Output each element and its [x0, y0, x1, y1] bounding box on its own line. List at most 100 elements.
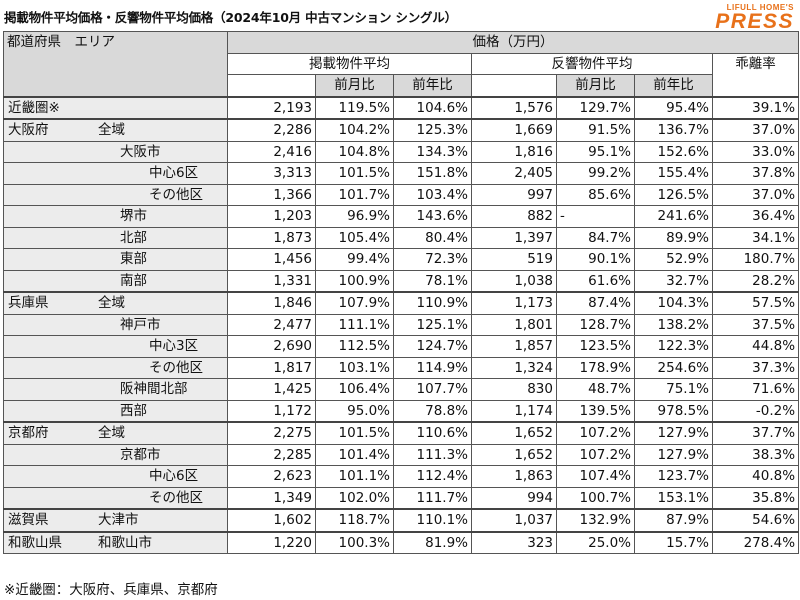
cell-l-mom: 101.4% [315, 443, 394, 466]
area-label: その他区 [149, 186, 203, 203]
cell-r-yoy: 127.9% [634, 421, 713, 445]
table-row: その他区 1,366 101.7% 103.4% 997 85.6% 126.5% 37.0% [3, 183, 800, 206]
cell-l-price: 1,220 [227, 530, 316, 554]
cell-l-mom: 100.9% [315, 269, 394, 293]
region-cell: 中心6区 [3, 162, 228, 185]
cell-gap: 37.0% [711, 183, 800, 206]
cell-r-mom: 99.2% [556, 162, 635, 185]
table-row: 和歌山県 和歌山市 1,220 100.3% 81.9% 323 25.0% 15.7% 278… [3, 530, 800, 554]
cell-gap: 38.3% [711, 443, 800, 466]
cell-l-yoy: 124.7% [393, 335, 472, 358]
cell-l-mom: 99.4% [315, 248, 394, 271]
cell-l-price: 2,286 [227, 118, 316, 142]
cell-r-price: 882 [471, 205, 557, 228]
cell-r-mom: 178.9% [556, 356, 635, 379]
cell-l-price: 2,623 [227, 465, 316, 488]
cell-r-yoy: 52.9% [634, 248, 713, 271]
prefecture-label: 滋賀県 [8, 512, 49, 528]
cell-r-yoy: 123.7% [634, 465, 713, 488]
cell-l-yoy: 111.7% [393, 486, 472, 510]
cell-r-yoy: 241.6% [634, 205, 713, 228]
area-label: 堺市 [120, 208, 147, 224]
cell-gap: 44.8% [711, 335, 800, 358]
area-label: 阪神間北部 [120, 381, 188, 397]
region-cell: 近畿圏※ [3, 95, 228, 120]
region-cell: 滋賀県 大津市 [3, 508, 228, 532]
cell-r-price: 1,652 [471, 421, 557, 445]
cell-r-yoy: 122.3% [634, 335, 713, 358]
cell-r-price: 1,863 [471, 465, 557, 488]
cell-l-yoy: 103.4% [393, 183, 472, 206]
cell-l-price: 1,425 [227, 378, 316, 401]
cell-r-mom: 100.7% [556, 486, 635, 510]
cell-gap: 37.5% [711, 313, 800, 336]
cell-r-mom: 84.7% [556, 226, 635, 249]
region-cell: 北部 [3, 226, 228, 249]
cell-l-price: 2,275 [227, 421, 316, 445]
cell-r-yoy: 138.2% [634, 313, 713, 336]
area-label: その他区 [149, 489, 203, 506]
header-response-yoy: 前年比 [634, 74, 713, 97]
cell-l-mom: 118.7% [315, 508, 394, 532]
cell-r-yoy: 254.6% [634, 356, 713, 379]
prefecture-label: 近畿圏※ [8, 99, 60, 116]
cell-l-yoy: 80.4% [393, 226, 472, 249]
cell-l-mom: 104.8% [315, 140, 394, 163]
cell-l-price: 1,349 [227, 486, 316, 510]
area-label: 中心6区 [149, 468, 199, 484]
area-label: 大阪市 [120, 143, 161, 160]
cell-l-price: 1,817 [227, 356, 316, 379]
cell-l-mom: 100.3% [315, 530, 394, 554]
cell-l-mom: 107.9% [315, 291, 394, 315]
region-cell: その他区 [3, 183, 228, 206]
region-cell: 神戸市 [3, 313, 228, 336]
cell-r-price: 997 [471, 183, 557, 206]
cell-r-yoy: 87.9% [634, 508, 713, 532]
cell-l-price: 2,193 [227, 95, 316, 120]
cell-l-mom: 105.4% [315, 226, 394, 249]
cell-r-yoy: 89.9% [634, 226, 713, 249]
table-row: 兵庫県 全域 1,846 107.9% 110.9% 1,173 87.4% 104.3% 57… [3, 291, 800, 315]
cell-l-yoy: 111.3% [393, 443, 472, 466]
cell-gap: 37.8% [711, 162, 800, 185]
table-row: 堺市 1,203 96.9% 143.6% 882-241.6% 36.4% [3, 205, 800, 228]
cell-l-price: 1,203 [227, 205, 316, 228]
cell-l-price: 1,172 [227, 399, 316, 423]
cell-r-price: 1,816 [471, 140, 557, 163]
region-cell: 大阪市 [3, 140, 228, 163]
cell-r-price: 1,576 [471, 95, 557, 120]
cell-r-mom: 107.2% [556, 421, 635, 445]
cell-r-price: 1,173 [471, 291, 557, 315]
table-title: 掲載物件平均価格・反響物件平均価格（2024年10月 中古マンション シングル） [4, 10, 457, 25]
cell-gap: 33.0% [711, 140, 800, 163]
region-cell: 東部 [3, 248, 228, 271]
region-cell: 中心3区 [3, 335, 228, 358]
cell-r-price: 323 [471, 530, 557, 554]
cell-r-yoy: 153.1% [634, 486, 713, 510]
cell-gap: 57.5% [711, 291, 800, 315]
table-row: 南部 1,331 100.9% 78.1% 1,038 61.6% 32.7% 28.2% [3, 269, 800, 293]
cell-r-price: 1,669 [471, 118, 557, 142]
cell-r-price: 994 [471, 486, 557, 510]
prefecture-label: 兵庫県 [8, 295, 49, 311]
table-row: 中心3区 2,690 112.5% 124.7% 1,857 123.5% 122.3% 44… [3, 335, 800, 358]
region-cell: 西部 [3, 399, 228, 423]
table-row: その他区 1,349 102.0% 111.7% 994 100.7% 153.1% 35.8… [3, 486, 800, 510]
cell-gap: 37.7% [711, 421, 800, 445]
cell-l-price: 2,416 [227, 140, 316, 163]
table-row: 阪神間北部 1,425 106.4% 107.7% 830 48.7% 75.1% 71.6% [3, 378, 800, 401]
cell-r-mom: 25.0% [556, 530, 635, 554]
cell-l-yoy: 114.9% [393, 356, 472, 379]
cell-r-yoy: 136.7% [634, 118, 713, 142]
header-blank [227, 74, 316, 97]
cell-r-price: 1,174 [471, 399, 557, 423]
region-cell: 中心6区 [3, 465, 228, 488]
cell-r-mom: 128.7% [556, 313, 635, 336]
table-row: 大阪市 2,416 104.8% 134.3% 1,816 95.1% 152.6% 33.0… [3, 140, 800, 163]
footnote: ※近畿圏：大阪府、兵庫県、京都府 [4, 582, 218, 598]
cell-l-yoy: 110.1% [393, 508, 472, 532]
cell-l-price: 3,313 [227, 162, 316, 185]
cell-r-mom: 132.9% [556, 508, 635, 532]
header-response-group: 反響物件平均 [471, 52, 713, 75]
cell-r-price: 1,038 [471, 269, 557, 293]
